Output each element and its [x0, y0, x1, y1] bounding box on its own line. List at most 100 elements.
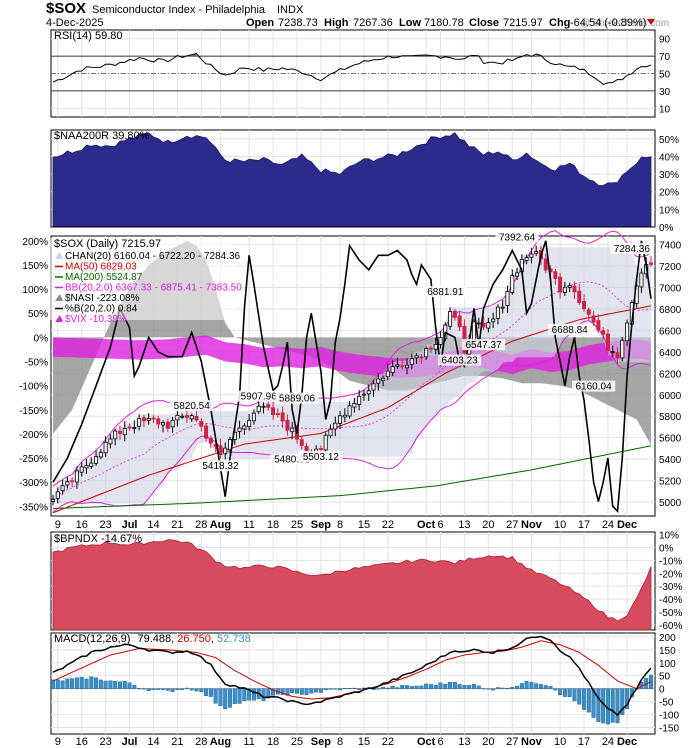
- candle-body-14: [117, 430, 122, 434]
- price-annotation-bg-0: [170, 400, 214, 412]
- x-tick-top-14: 22: [382, 519, 394, 531]
- candle-body-26: [175, 414, 180, 421]
- price-tick-4: 5800: [659, 412, 682, 423]
- macd-tick-7: -150: [659, 724, 679, 735]
- bb-lower-line: [52, 320, 652, 513]
- rsi-tick-3: 70: [659, 52, 671, 63]
- x-tick-top-6: 28: [195, 519, 207, 531]
- candle-body-47: [275, 413, 280, 415]
- candle-body-5: [74, 470, 79, 483]
- x-tick-top-5: 21: [171, 519, 183, 531]
- price-legend-text-3: BB(20,2.0) 6367.33 - 6875.41 - 7383.50: [65, 283, 242, 294]
- candle-body-105: [553, 271, 558, 279]
- x-tick-bottom-11: Sep: [311, 736, 331, 748]
- price-tick-10: 7000: [659, 283, 682, 294]
- candle-body-76: [414, 355, 419, 359]
- price-annotation-3: 5480.05: [274, 455, 311, 466]
- x-tick-top-3: Jul: [122, 519, 138, 531]
- candle-body-25: [170, 419, 175, 428]
- macd-tick-1: 150: [659, 646, 676, 657]
- x-tick-bottom-12: 8: [337, 736, 343, 748]
- x-tick-bottom-23: 24: [602, 736, 614, 748]
- candle-body-106: [558, 276, 563, 293]
- price-annotation-bg-9: [495, 231, 539, 243]
- candle-body-100: [529, 253, 534, 258]
- macd-hist-bar-2: [60, 680, 65, 689]
- macd-hist-bar-11: [103, 680, 108, 689]
- candle-body-46: [271, 407, 276, 415]
- candle-body-21: [151, 417, 156, 420]
- macd-hist-bar-22: [156, 688, 161, 690]
- macd-hist-bar-8: [89, 676, 94, 689]
- macd-legend-prefix: MACD(12,26,9): [54, 633, 130, 645]
- macd-hist-bar-10: [98, 679, 103, 689]
- price-annotation-10: 6688.84: [552, 325, 589, 336]
- bpndx-tick-7: -60%: [659, 621, 682, 632]
- macd-hist-bar-118: [615, 688, 620, 724]
- x-tick-top-12: 8: [337, 519, 343, 531]
- macd-hist-bar-100: [529, 681, 534, 689]
- x-tick-top-22: 17: [578, 519, 590, 531]
- candle-body-108: [567, 285, 572, 288]
- macd-tick-2: 100: [659, 659, 676, 670]
- macd-hist-bar-3: [65, 678, 70, 689]
- candle-body-35: [218, 445, 223, 456]
- candle-body-114: [596, 320, 601, 331]
- down-arrow-icon: [647, 19, 655, 25]
- macd-hist-bar-59: [333, 688, 338, 690]
- candle-body-62: [347, 405, 352, 417]
- price-annotation-bg-7: [438, 354, 482, 366]
- chart-symbol: $SOX: [46, 0, 86, 17]
- macd-hist-bar-106: [558, 688, 563, 696]
- price-left-tick-2: -250%: [19, 454, 48, 465]
- price-legend-background: [50, 238, 236, 320]
- macd-hist-bar-23: [161, 688, 166, 690]
- macd-hist-bar-97: [515, 685, 520, 689]
- x-tick-top-11: Sep: [311, 519, 331, 531]
- x-tick-bottom-13: 15: [358, 736, 370, 748]
- macd-hist-bar-20: [146, 688, 151, 692]
- macd-hist-bar-73: [400, 685, 405, 689]
- candle-body-22: [156, 418, 161, 425]
- quote-open-label: Open: [246, 17, 274, 29]
- macd-hist-bar-88: [471, 684, 476, 689]
- candle-body-17: [132, 426, 137, 429]
- candle-body-93: [495, 306, 500, 319]
- macd-hist-bar-102: [538, 684, 543, 689]
- bpndx-legend: $BPNDX -14.67%: [54, 533, 142, 545]
- quote-high-label: High: [324, 17, 349, 29]
- candle-body-73: [400, 365, 405, 368]
- bpndx-tick-6: -50%: [659, 608, 682, 619]
- x-tick-top-4: 14: [147, 519, 159, 531]
- macd-hist-bar-62: [347, 688, 352, 689]
- price-tick-6: 6200: [659, 369, 682, 380]
- candle-body-95: [505, 291, 510, 307]
- candle-body-94: [500, 306, 505, 309]
- candle-body-65: [361, 393, 366, 396]
- macd-hist-bar-68: [376, 688, 381, 690]
- macd-hist-bar-89: [476, 685, 481, 689]
- macd-hist-bar-70: [385, 687, 390, 689]
- macd-hist-bar-53: [304, 688, 309, 695]
- price-tick-12: 7400: [659, 241, 682, 252]
- macd-hist-bar-71: [390, 685, 395, 689]
- macd-hist-bar-35: [218, 688, 223, 707]
- candle-body-115: [601, 330, 606, 335]
- candle-body-58: [328, 428, 333, 437]
- macd-hist-bar-24: [165, 688, 170, 691]
- candle-body-60: [338, 415, 343, 424]
- candle-body-70: [385, 370, 390, 378]
- macd-hist-bar-36: [223, 688, 228, 710]
- macd-legend-sep2: ,: [211, 633, 217, 645]
- candle-body-40: [242, 425, 247, 430]
- price-legend-swatch-6: [55, 315, 63, 322]
- price-legend: $SOX (Daily) 7215.97 CHAN(20) 6160.04 - …: [50, 238, 242, 325]
- macd-hist-bar-117: [610, 688, 615, 723]
- macd-hist-bar-51: [294, 688, 299, 694]
- candle-body-20: [146, 418, 151, 421]
- macd-hist-bar-4: [70, 678, 75, 689]
- price-annotation-4: 5889.06: [279, 394, 316, 405]
- macd-hist-bar-5: [74, 677, 79, 689]
- candle-body-96: [510, 275, 515, 293]
- macd-hist-bar-33: [208, 688, 213, 697]
